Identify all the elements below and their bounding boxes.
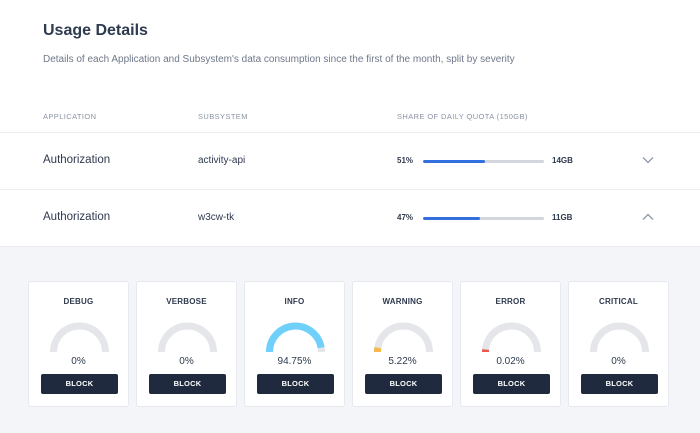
page-title: Usage Details xyxy=(43,22,148,39)
block-button[interactable]: BLOCK xyxy=(257,374,334,394)
severity-card-verbose: VERBOSE 0% BLOCK xyxy=(136,281,237,407)
gauge-chart xyxy=(266,322,325,353)
page-subtitle: Details of each Application and Subsyste… xyxy=(43,54,515,65)
severity-label: VERBOSE xyxy=(166,297,207,306)
quota-bar xyxy=(423,160,544,163)
quota-percent: 51% xyxy=(397,156,414,165)
gauge-chart xyxy=(158,322,217,353)
chevron-down-icon[interactable] xyxy=(641,153,655,167)
severity-label: WARNING xyxy=(382,297,423,306)
quota-size: 14GB xyxy=(552,156,573,165)
severity-label: DEBUG xyxy=(63,297,94,306)
quota-size: 11GB xyxy=(552,213,573,222)
severity-label: INFO xyxy=(284,297,305,306)
severity-card-info: INFO 94.75% BLOCK xyxy=(244,281,345,407)
gauge-track xyxy=(374,322,433,353)
gauge-track xyxy=(158,322,217,353)
severity-card-error: ERROR 0.02% BLOCK xyxy=(460,281,561,407)
gauge-track xyxy=(590,322,649,353)
column-header-share: SHARE OF DAILY QUOTA (150GB) xyxy=(397,112,528,121)
gauge-value-arc xyxy=(266,322,325,353)
gauge-chart xyxy=(482,322,541,353)
quota-bar-fill xyxy=(423,217,480,220)
severity-value: 0% xyxy=(71,356,86,367)
table-row[interactable]: Authorization activity-api 51% 14GB xyxy=(0,132,700,189)
subsystem-name: activity-api xyxy=(198,155,246,166)
severity-panel: DEBUG 0% BLOCK VERBOSE 0% BLOCK INFO 94.… xyxy=(0,246,700,433)
chevron-up-icon[interactable] xyxy=(641,210,655,224)
severity-value: 5.22% xyxy=(388,356,417,367)
gauge-chart xyxy=(590,322,649,353)
severity-value: 0% xyxy=(611,356,626,367)
table-row[interactable]: Authorization w3cw-tk 47% 11GB xyxy=(0,189,700,246)
application-name: Authorization xyxy=(43,211,111,223)
block-button[interactable]: BLOCK xyxy=(365,374,442,394)
application-name: Authorization xyxy=(43,154,111,166)
severity-card-debug: DEBUG 0% BLOCK xyxy=(28,281,129,407)
block-button[interactable]: BLOCK xyxy=(41,374,118,394)
severity-label: CRITICAL xyxy=(599,297,638,306)
quota-bar xyxy=(423,217,544,220)
severity-card-warning: WARNING 5.22% BLOCK xyxy=(352,281,453,407)
gauge-chart xyxy=(50,322,109,353)
severity-label: ERROR xyxy=(495,297,526,306)
quota-percent: 47% xyxy=(397,213,414,222)
gauge-track xyxy=(50,322,109,353)
severity-card-critical: CRITICAL 0% BLOCK xyxy=(568,281,669,407)
severity-value: 0% xyxy=(179,356,194,367)
block-button[interactable]: BLOCK xyxy=(581,374,658,394)
severity-value: 94.75% xyxy=(277,356,312,367)
severity-value: 0.02% xyxy=(496,356,525,367)
block-button[interactable]: BLOCK xyxy=(149,374,226,394)
subsystem-name: w3cw-tk xyxy=(198,212,235,223)
quota-bar-fill xyxy=(423,160,485,163)
column-header-subsystem: SUBSYSTEM xyxy=(198,112,248,121)
column-header-application: APPLICATION xyxy=(43,112,97,121)
gauge-chart xyxy=(374,322,433,353)
usage-header: Usage Details Details of each Applicatio… xyxy=(43,22,683,65)
block-button[interactable]: BLOCK xyxy=(473,374,550,394)
gauge-track xyxy=(482,322,541,353)
